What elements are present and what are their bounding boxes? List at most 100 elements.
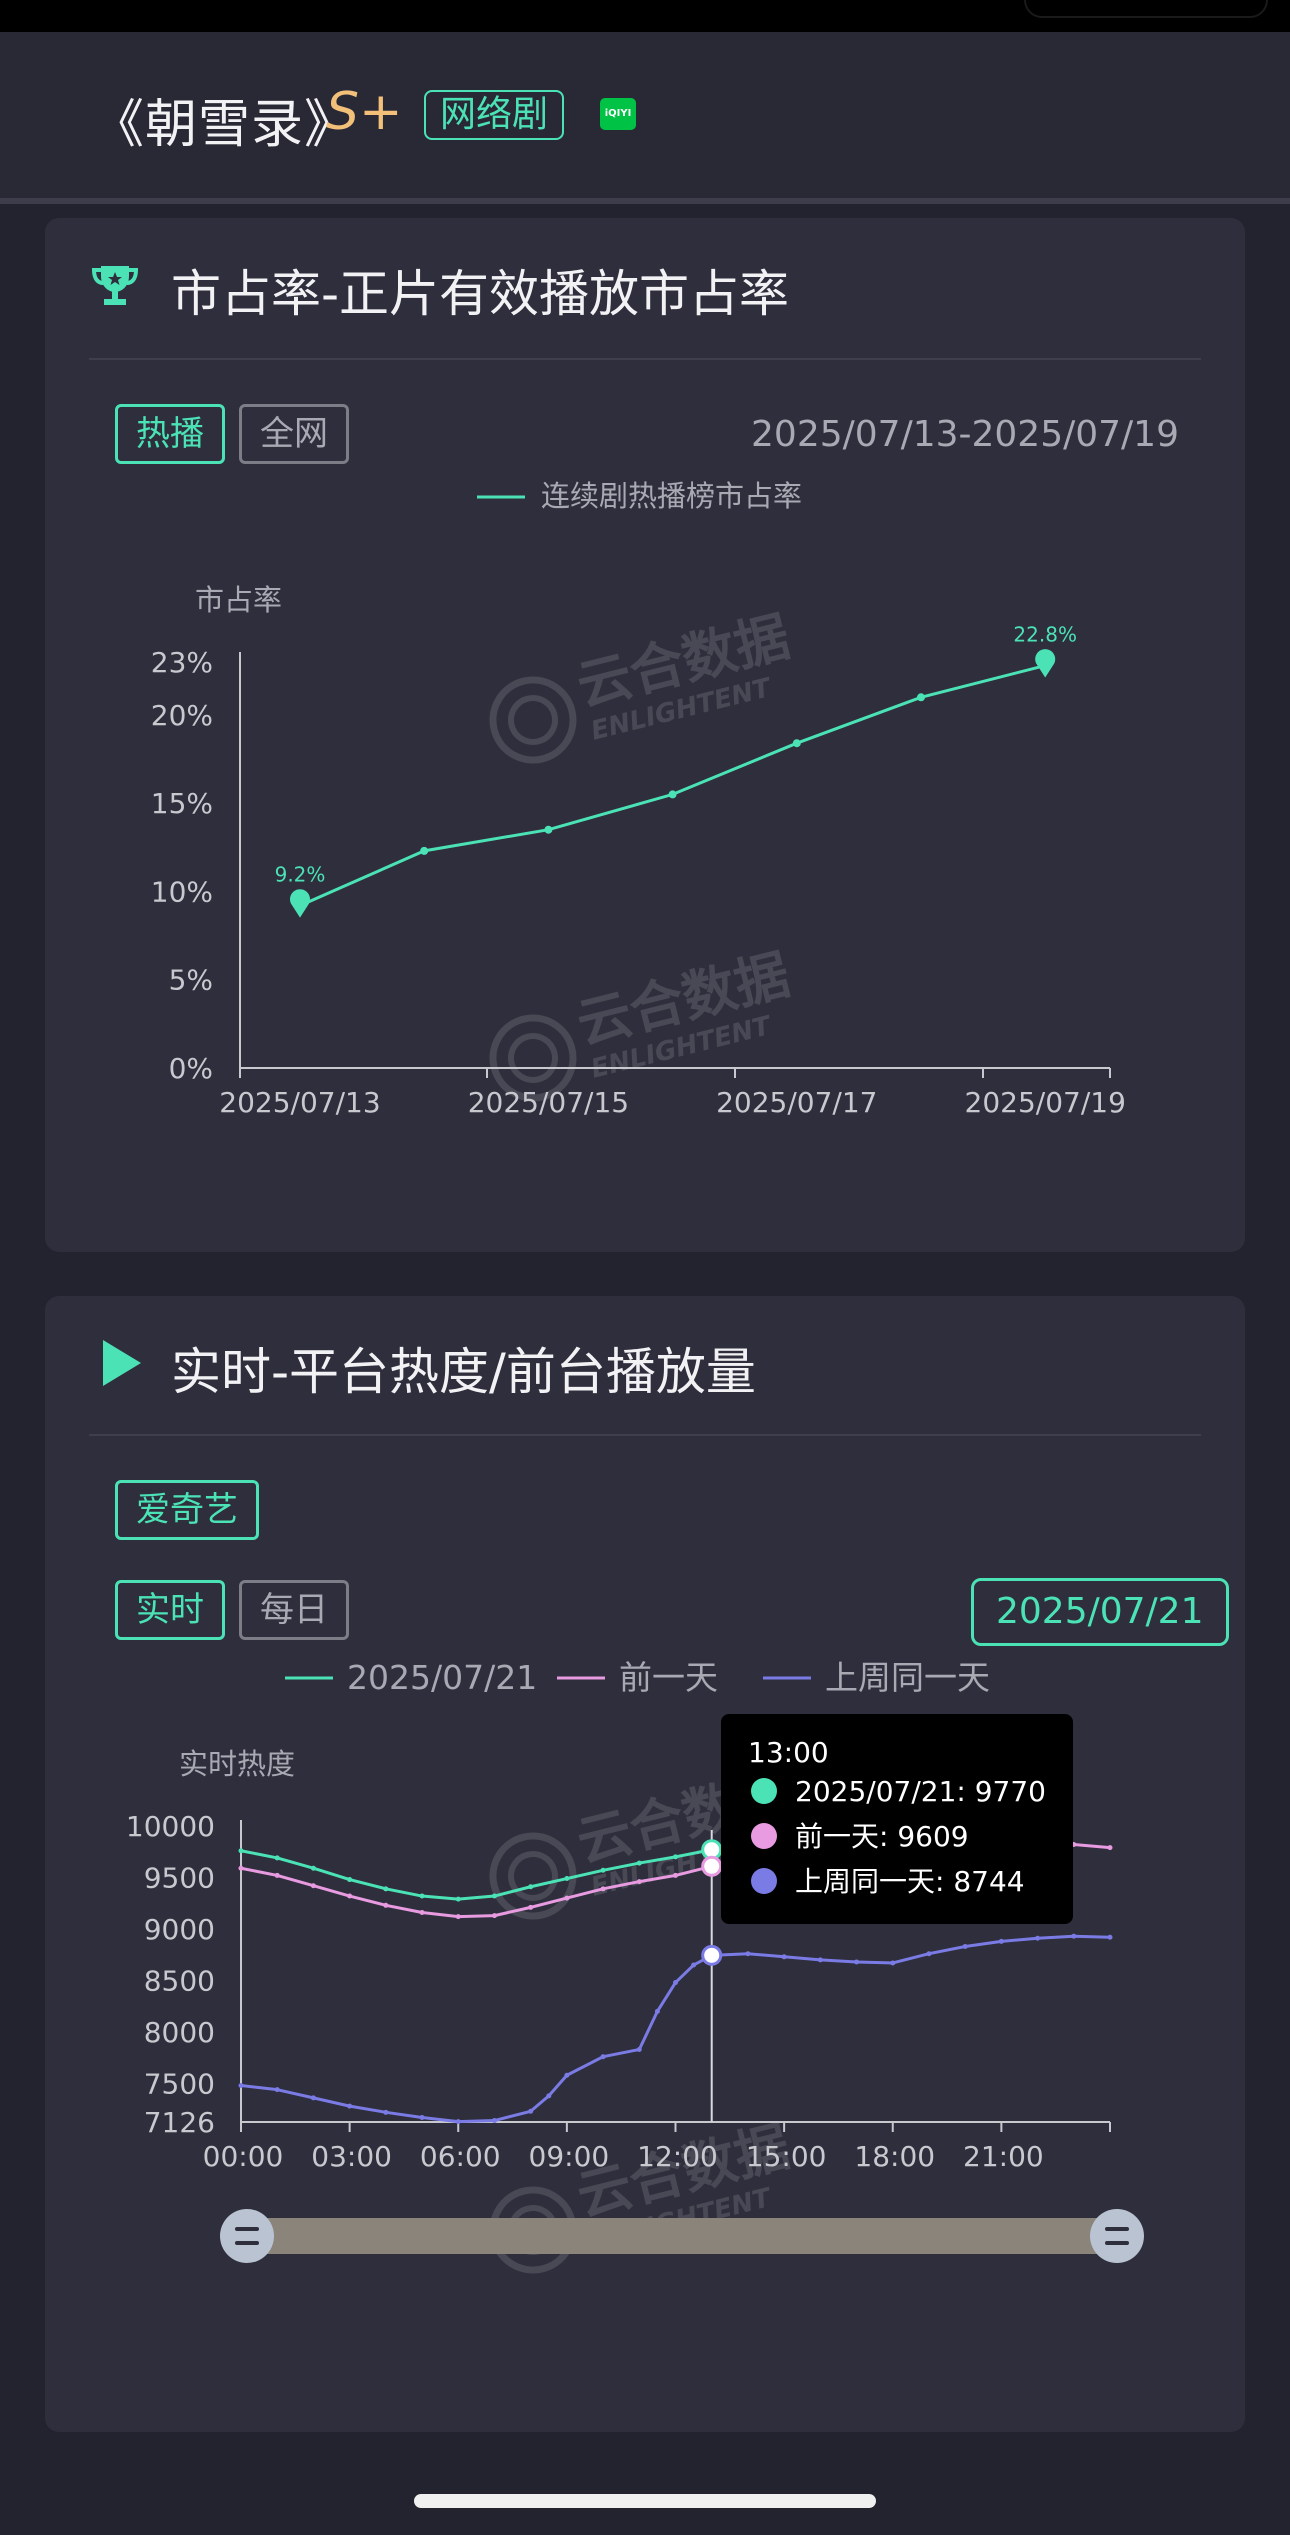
y-tick-label: 5% <box>169 964 213 997</box>
data-point-1 <box>347 1893 353 1899</box>
date-picker[interactable]: 2025/07/21 <box>971 1578 1229 1646</box>
x-tick-label: 12:00 <box>637 2140 718 2173</box>
data-point-1 <box>1107 1845 1113 1851</box>
data-point-0 <box>383 1886 389 1892</box>
header-divider <box>0 198 1290 204</box>
data-point-1 <box>636 1879 642 1885</box>
tab-daily[interactable]: 每日 <box>239 1580 349 1640</box>
x-tick-label: 2025/07/17 <box>716 1086 877 1118</box>
data-point-1 <box>310 1883 316 1889</box>
x-tick-label: 2025/07/15 <box>468 1086 629 1118</box>
x-tick-label: 03:00 <box>311 2140 392 2173</box>
y-tick-label: 8500 <box>144 1964 215 1997</box>
data-point-1 <box>383 1902 389 1908</box>
data-point-2 <box>347 2103 353 2109</box>
x-tick-label: 21:00 <box>963 2140 1044 2173</box>
data-point-2 <box>600 2054 606 2060</box>
data-point-2 <box>926 1951 932 1957</box>
zoom-slider-track[interactable] <box>247 2218 1117 2254</box>
series-line-1 <box>1073 1843 1111 1850</box>
data-point-2 <box>1071 1933 1077 1939</box>
data-point-0 <box>238 1848 244 1854</box>
x-tick-label: 15:00 <box>746 2140 827 2173</box>
data-point-0 <box>347 1877 353 1883</box>
point-label: 22.8% <box>1013 623 1077 647</box>
genre-tag: 网络剧 <box>424 90 565 140</box>
tooltip-time: 13:00 <box>748 1736 829 1769</box>
y-tick-label: 9500 <box>144 1861 215 1894</box>
data-point-0 <box>455 1896 461 1902</box>
data-point-0 <box>310 1865 316 1871</box>
tooltip-row-prev-day: 前一天: 9609 <box>795 1820 969 1853</box>
data-point-0 <box>600 1867 606 1873</box>
data-point-2 <box>817 1957 823 1963</box>
market-share-card: 市占率-正片有效播放市占率 热播 全网 2025/07/13-2025/07/1… <box>45 218 1245 1252</box>
data-point-2 <box>274 2087 280 2093</box>
data-point-0 <box>419 1893 425 1899</box>
data-point <box>792 739 801 748</box>
data-point-2 <box>238 2083 244 2089</box>
y-axis-label: 市占率 <box>195 583 282 617</box>
rank-badge: S+ <box>326 82 403 142</box>
y-tick-label: 7126 <box>144 2106 215 2139</box>
highlight-point-2 <box>701 1944 723 1966</box>
y-tick-label: 9000 <box>144 1913 215 1946</box>
data-point-2 <box>546 2093 552 2099</box>
card-divider <box>89 358 1201 360</box>
watermark-logo-inner <box>508 695 558 745</box>
zoom-slider-left-handle[interactable] <box>220 2209 274 2263</box>
realtime-card: 实时-平台热度/前台播放量 爱奇艺 实时 每日 2025/07/21 云合数据 E… <box>45 1296 1245 2432</box>
x-tick-label: 09:00 <box>529 2140 610 2173</box>
y-tick-label: 20% <box>151 699 213 732</box>
data-point-1 <box>238 1865 244 1871</box>
data-point-2 <box>654 2008 660 2014</box>
data-point-2 <box>745 1951 751 1957</box>
platform-tab-iqiyi[interactable]: 爱奇艺 <box>115 1480 259 1540</box>
x-tick-label: 2025/07/19 <box>965 1086 1126 1118</box>
legend-label: 上周同一天 <box>825 1658 990 1697</box>
data-point-0 <box>274 1855 280 1861</box>
data-point-2 <box>310 2095 316 2101</box>
play-icon <box>103 1340 141 1386</box>
tab-realtime[interactable]: 实时 <box>115 1580 225 1640</box>
legend-label: 连续剧热播榜市占率 <box>541 479 802 513</box>
tooltip-row-current: 2025/07/21: 9770 <box>795 1775 1046 1808</box>
y-tick-label: 23% <box>151 646 213 679</box>
tab-all-network[interactable]: 全网 <box>239 404 349 464</box>
series-line-2 <box>240 1934 1111 2124</box>
data-point-1 <box>600 1886 606 1892</box>
data-point-2 <box>854 1959 860 1965</box>
x-tick-label: 2025/07/13 <box>219 1086 380 1118</box>
data-point-1 <box>673 1872 678 1878</box>
data-point-2 <box>491 2118 497 2124</box>
tooltip-dot-prev-day <box>751 1823 777 1849</box>
data-point-2 <box>1107 1934 1113 1940</box>
data-point-2 <box>673 1980 678 1986</box>
watermark-logo-inner <box>508 1033 558 1083</box>
legend-label: 2025/07/21 <box>347 1658 537 1697</box>
data-point-2 <box>998 1938 1004 1944</box>
data-point-2 <box>528 2108 534 2114</box>
card-divider <box>89 1434 1201 1436</box>
data-point-1 <box>419 1910 425 1916</box>
y-tick-label: 15% <box>151 787 213 820</box>
watermark-logo-ring <box>489 1832 577 1920</box>
home-indicator[interactable] <box>414 2494 876 2508</box>
data-point-2 <box>781 1954 787 1960</box>
point-label: 9.2% <box>275 863 326 887</box>
iqiyi-logo-icon: iQIYI <box>600 98 636 130</box>
data-point-2 <box>691 1962 697 1968</box>
watermark-logo-inner <box>508 1851 558 1901</box>
data-point-2 <box>962 1944 968 1950</box>
show-title: 《朝雪录》 <box>92 95 358 155</box>
data-point <box>917 693 925 702</box>
data-point-1 <box>455 1914 461 1920</box>
tab-hot[interactable]: 热播 <box>115 404 225 464</box>
date-range: 2025/07/13-2025/07/19 <box>751 414 1179 455</box>
zoom-slider-right-handle[interactable] <box>1090 2209 1144 2263</box>
data-point <box>668 790 677 799</box>
data-point-2 <box>564 2072 570 2078</box>
data-point-1 <box>528 1904 534 1910</box>
